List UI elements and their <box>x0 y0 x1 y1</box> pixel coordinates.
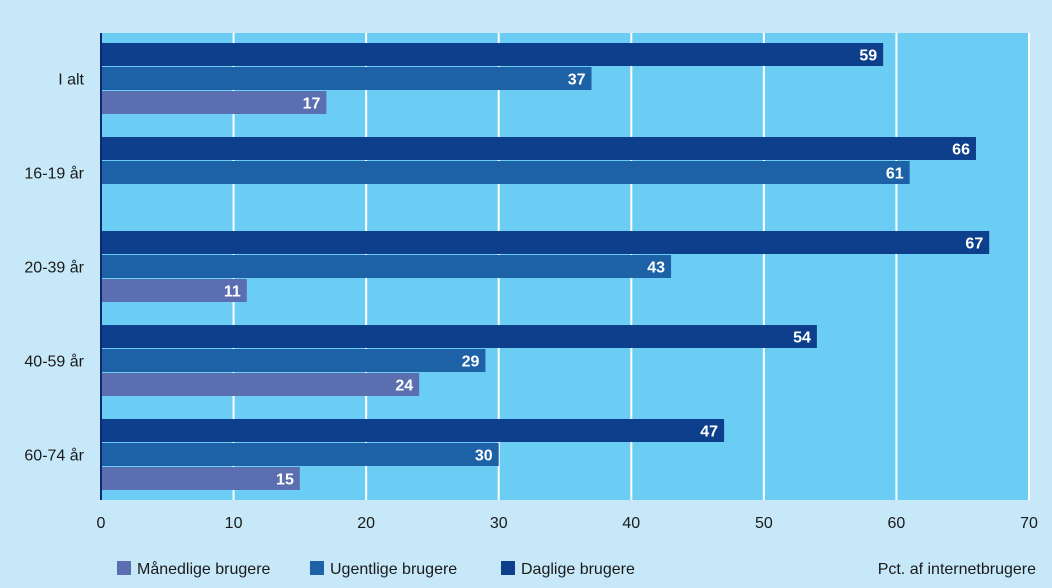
bar-value-label: 43 <box>647 260 665 277</box>
bar-1-0 <box>101 137 976 160</box>
category-label: I alt <box>58 72 84 89</box>
x-tick-label: 60 <box>888 515 906 532</box>
legend-label: Daglige brugere <box>521 561 635 578</box>
bar-value-label: 66 <box>952 142 970 159</box>
legend-label: Ugentlige brugere <box>330 561 457 578</box>
bar-0-2 <box>101 91 327 114</box>
category-label: 40-59 år <box>24 353 84 371</box>
bar-value-label: 59 <box>859 48 877 65</box>
bar-value-label: 61 <box>886 166 904 183</box>
bar-value-label: 54 <box>793 330 811 347</box>
category-label: 20-39 år <box>24 259 84 277</box>
bar-value-label: 15 <box>276 472 294 489</box>
bar-2-0 <box>101 231 990 254</box>
bar-3-0 <box>101 325 817 348</box>
bar-0-0 <box>101 43 884 66</box>
bar-4-0 <box>101 419 725 442</box>
x-axis-label: Pct. af internetbrugere <box>878 561 1036 578</box>
bar-value-label: 67 <box>965 236 983 253</box>
legend-swatch <box>117 561 131 575</box>
bar-value-label: 17 <box>303 96 321 113</box>
bar-value-label: 29 <box>462 354 480 371</box>
bar-3-1 <box>101 349 486 372</box>
category-label: 16-19 år <box>24 165 84 183</box>
category-label: 60-74 år <box>24 447 84 465</box>
x-tick-label: 10 <box>225 515 243 532</box>
bar-value-label: 30 <box>475 448 493 465</box>
legend-label: Månedlige brugere <box>137 560 271 578</box>
bar-4-2 <box>101 467 300 490</box>
bar-3-2 <box>101 373 420 396</box>
x-tick-label: 0 <box>97 515 106 532</box>
bar-value-label: 11 <box>224 284 241 301</box>
bar-2-1 <box>101 255 672 278</box>
x-tick-label: 70 <box>1020 515 1038 532</box>
bar-value-label: 37 <box>568 72 586 89</box>
legend-swatch <box>310 561 324 575</box>
bar-0-1 <box>101 67 592 90</box>
x-tick-label: 50 <box>755 515 773 532</box>
bar-2-2 <box>101 279 247 302</box>
x-tick-label: 40 <box>622 515 640 532</box>
x-tick-label: 30 <box>490 515 508 532</box>
bar-1-1 <box>101 161 910 184</box>
bar-value-label: 47 <box>700 424 718 441</box>
bar-value-label: 24 <box>395 378 413 395</box>
x-tick-label: 20 <box>357 515 375 532</box>
bar-4-1 <box>101 443 499 466</box>
legend-swatch <box>501 561 515 575</box>
